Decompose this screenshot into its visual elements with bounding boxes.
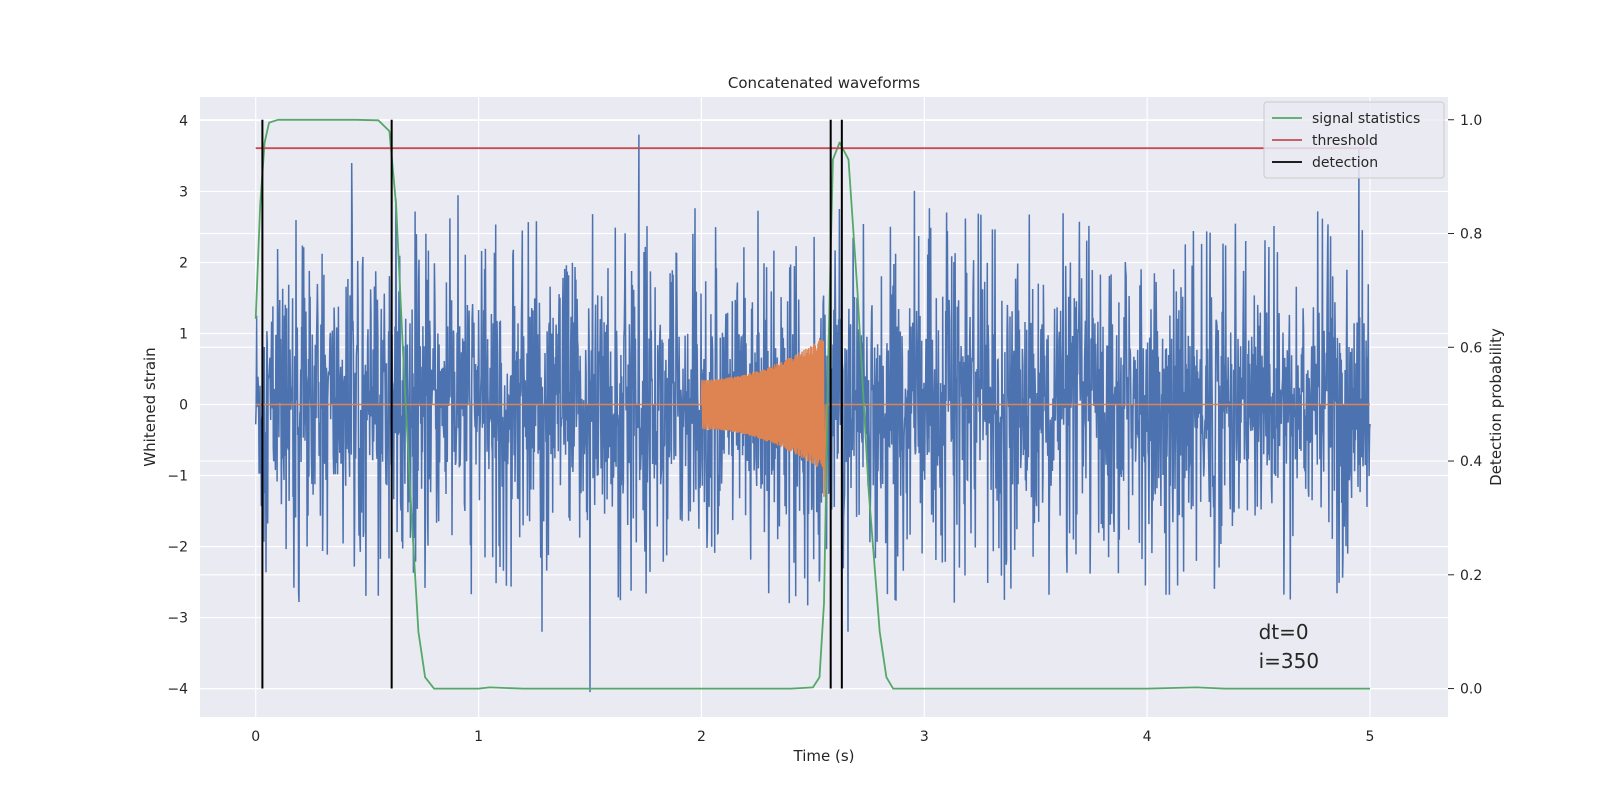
y2-axis-label: Detection probability [1487, 328, 1505, 486]
x-tick-label: 5 [1366, 729, 1375, 745]
y2-tick-label: 1.0 [1460, 113, 1482, 129]
annotation-line: dt=0 [1259, 620, 1309, 644]
legend: signal statistics threshold detection [1263, 101, 1445, 179]
y-tick-label: −2 [167, 540, 188, 556]
x-tick-label: 0 [251, 729, 260, 745]
x-axis-label: Time (s) [793, 747, 855, 765]
y-tick-label: −3 [167, 611, 188, 627]
annotation: dt=0 i=350 [1259, 620, 1320, 673]
y-tick-label: −1 [167, 469, 188, 485]
x-tick-label: 4 [1143, 729, 1152, 745]
annotation-line: i=350 [1259, 649, 1320, 673]
x-tick-label: 3 [920, 729, 929, 745]
y-tick-label: 0 [179, 398, 188, 414]
plot-marks [254, 118, 1371, 693]
axes: 0 1 2 3 4 5 −4 −3 −2 −1 0 1 2 3 4 0.0 0.2 0.4 0.6 0.8 1.0 [167, 113, 1482, 745]
y-tick-label: 2 [179, 255, 188, 271]
y2-tick-label: 0.8 [1460, 227, 1482, 243]
y-tick-label: 3 [179, 184, 188, 200]
x-tick-label: 1 [474, 729, 483, 745]
legend-box [1263, 101, 1445, 179]
legend-label: detection [1312, 155, 1378, 171]
template-series-line [255, 339, 1370, 497]
chart-title: Concatenated waveforms [728, 74, 920, 92]
y2-tick-label: 0.2 [1460, 568, 1482, 584]
y-tick-label: 4 [179, 113, 188, 129]
x-tick-label: 2 [697, 729, 706, 745]
y2-tick-label: 0.4 [1460, 454, 1482, 470]
y2-tick-label: 0.6 [1460, 340, 1482, 356]
y2-tick-label: 0.0 [1460, 682, 1482, 698]
y-tick-label: −4 [167, 682, 188, 698]
y-tick-label: 1 [179, 326, 188, 342]
legend-label: signal statistics [1312, 111, 1420, 127]
legend-label: threshold [1312, 133, 1378, 149]
signal-statistics-line [254, 118, 1370, 690]
y-axis-label: Whitened strain [141, 347, 159, 466]
